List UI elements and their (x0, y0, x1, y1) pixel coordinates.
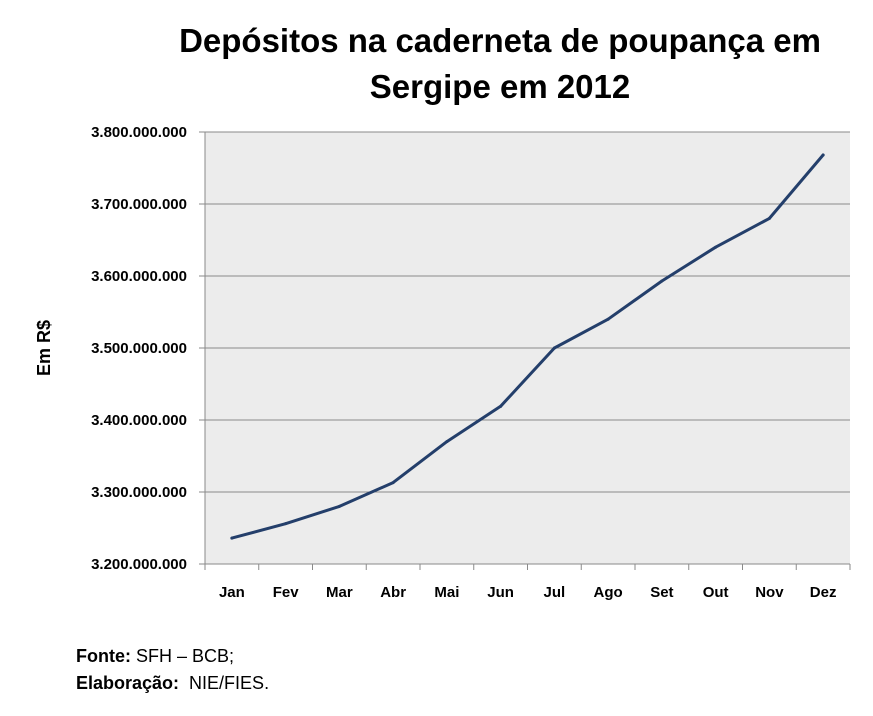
series-line (230, 153, 825, 540)
y-tick-label: 3.800.000.000 (91, 124, 187, 141)
data-point (660, 279, 664, 283)
x-axis-ticks: Jan Fev Mar Abr Mai Jun Jul Ago Set Out Nov Dez (204, 564, 851, 601)
credit-label: Elaboração: (76, 673, 180, 693)
x-tick-label: Jan (219, 584, 245, 601)
source-label: Fonte: (76, 646, 131, 666)
x-tick-label: Set (650, 584, 673, 601)
data-point (767, 216, 771, 220)
y-axis-ticks: 3.200.000.000 3.300.000.000 3.400.000.000 3… (91, 124, 205, 573)
y-tick-label: 3.700.000.000 (91, 196, 187, 213)
y-tick-label: 3.200.000.000 (91, 556, 187, 573)
x-tick-label: Fev (273, 584, 300, 601)
series (230, 153, 825, 540)
x-tick-label: Mar (326, 584, 353, 601)
chart-title-line-2: Sergipe em 2012 (369, 68, 631, 105)
y-tick-label: 3.500.000.000 (91, 340, 187, 357)
data-point (606, 317, 610, 321)
data-point (821, 153, 825, 157)
x-tick-label: Jul (544, 584, 566, 601)
x-tick-label: Jun (487, 584, 514, 601)
axes (204, 132, 850, 565)
x-tick-label: Nov (755, 584, 784, 601)
source-note: Fonte: SFH – BCB; (76, 643, 269, 670)
y-tick-label: 3.600.000.000 (91, 268, 187, 285)
chart-title-line-1: Depósitos na caderneta de poupança em (179, 22, 821, 59)
x-tick-label: Mai (434, 584, 459, 601)
data-point (714, 245, 718, 249)
x-tick-label: Ago (594, 584, 623, 601)
x-tick-label: Out (703, 584, 729, 601)
source-value: SFH – BCB; (130, 646, 235, 666)
credit-value: NIE/FIES. (179, 673, 270, 693)
y-tick-label: 3.400.000.000 (91, 412, 187, 429)
data-point (284, 522, 288, 526)
credit-note: Elaboração: NIE/FIES. (76, 670, 269, 697)
data-point (230, 536, 234, 540)
data-point (445, 440, 449, 444)
data-point (337, 504, 341, 508)
y-axis-label: Em R$ (34, 320, 54, 376)
x-tick-label: Abr (380, 584, 406, 601)
line-chart: 3.200.000.000 3.300.000.000 3.400.000.000 3… (34, 124, 851, 601)
data-point (391, 481, 395, 485)
chart-title: Depósitos na caderneta de poupança em Se… (150, 18, 850, 110)
chart-footer: Fonte: SFH – BCB; Elaboração: NIE/FIES. (76, 643, 269, 697)
x-tick-label: Dez (810, 584, 837, 601)
data-point (552, 346, 556, 350)
y-tick-label: 3.300.000.000 (91, 484, 187, 501)
data-point (499, 404, 503, 408)
